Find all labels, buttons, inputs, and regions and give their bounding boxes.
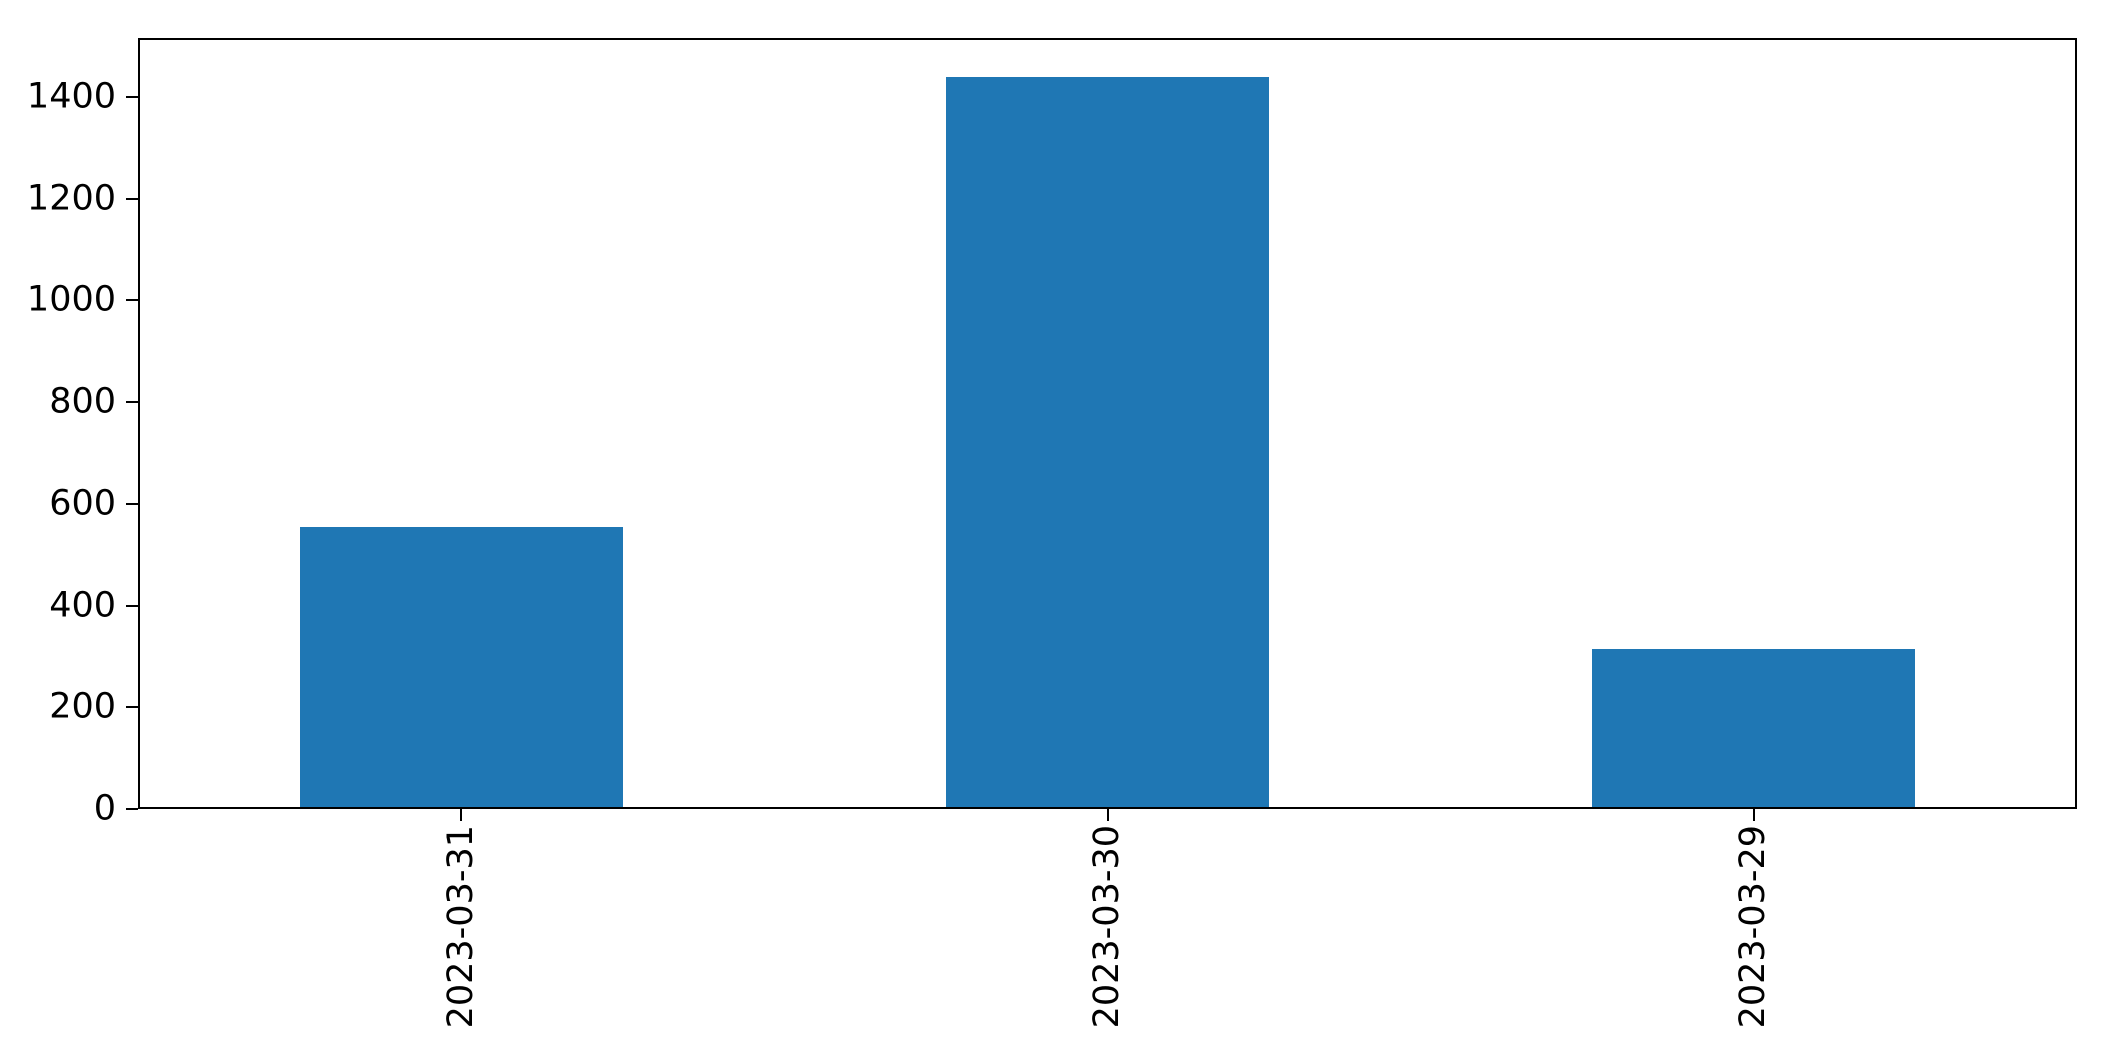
bar-2023-03-29	[1592, 648, 1916, 809]
y-tick-label: 800	[49, 381, 116, 422]
y-tick	[126, 197, 138, 200]
y-tick-label: 400	[49, 585, 116, 626]
x-tick	[1106, 809, 1109, 821]
x-tick-label: 2023-03-29	[1733, 825, 1774, 1029]
y-tick	[126, 604, 138, 607]
x-tick	[460, 809, 463, 821]
bar-2023-03-30	[945, 76, 1270, 809]
x-tick	[1752, 809, 1755, 821]
y-tick	[126, 706, 138, 709]
y-tick	[126, 808, 138, 810]
y-tick-label: 1200	[26, 178, 116, 219]
y-tick-label: 200	[49, 686, 116, 727]
y-tick-label: 1400	[26, 76, 116, 117]
bar-2023-03-31	[299, 526, 623, 809]
y-tick-label: 0	[93, 788, 116, 829]
y-tick	[126, 299, 138, 302]
y-tick-label: 600	[49, 483, 116, 524]
y-tick	[126, 502, 138, 505]
y-tick	[126, 95, 138, 98]
y-tick-label: 1000	[26, 279, 116, 320]
x-tick-label: 2023-03-31	[440, 825, 481, 1029]
y-tick	[126, 401, 138, 404]
x-tick-label: 2023-03-30	[1087, 825, 1127, 1029]
